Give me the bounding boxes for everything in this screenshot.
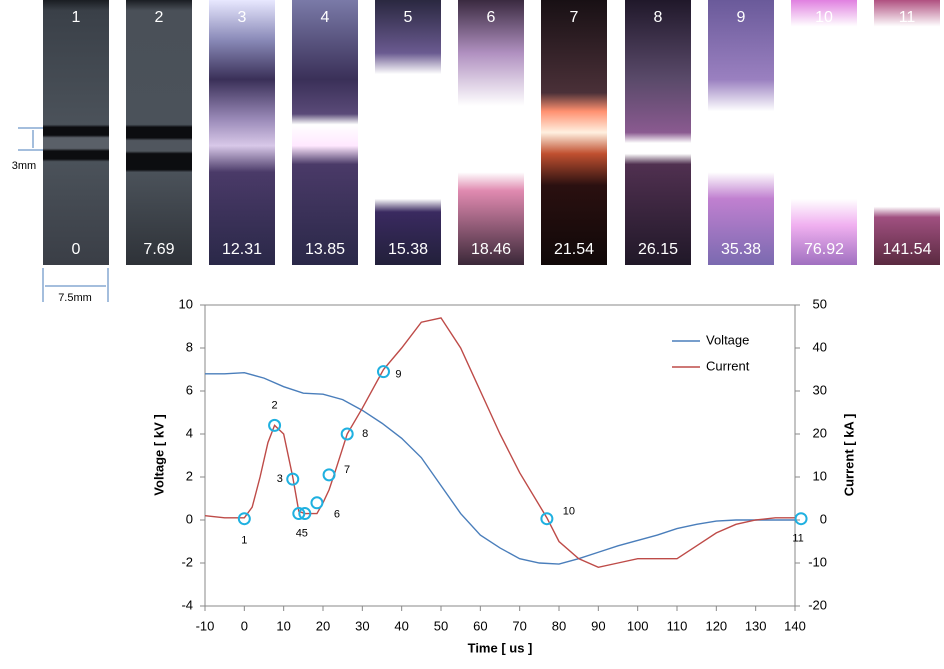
x-tick-label: 80 — [552, 618, 566, 633]
frame-time: 141.54 — [883, 241, 932, 258]
frame-number: 9 — [737, 9, 746, 26]
frame-time: 0 — [72, 241, 81, 258]
y-tick-label: 8 — [186, 339, 193, 354]
frame-image — [458, 0, 524, 265]
x-tick-label: 60 — [473, 618, 487, 633]
frame-time: 15.38 — [388, 241, 428, 258]
legend-label: Current — [706, 358, 750, 373]
frame-time: 7.69 — [143, 241, 174, 258]
y-tick-label: 10 — [179, 296, 193, 311]
x-tick-label: 50 — [434, 618, 448, 633]
y2-tick-label: 0 — [820, 511, 827, 526]
x-tick-label: 20 — [316, 618, 330, 633]
marker-label: 3 — [277, 473, 283, 485]
x-tick-label: 120 — [705, 618, 727, 633]
marker-label: 5 — [302, 527, 308, 539]
frame-marker — [310, 496, 324, 510]
frame-image — [791, 0, 857, 265]
y2-axis-label: Current [ kA ] — [841, 414, 856, 497]
x-tick-label: 0 — [241, 618, 248, 633]
y2-tick-label: 10 — [813, 468, 827, 483]
frame-image — [292, 0, 358, 265]
y2-tick-label: 20 — [813, 425, 827, 440]
frame-image — [375, 0, 441, 265]
marker-label: 10 — [563, 506, 575, 518]
y-tick-label: 4 — [186, 425, 193, 440]
frame-number: 8 — [654, 9, 663, 26]
y2-tick-label: -20 — [808, 597, 827, 612]
y-tick-label: 6 — [186, 382, 193, 397]
marker-label: 6 — [334, 509, 340, 521]
frame-time: 21.54 — [554, 241, 594, 258]
x-tick-label: 110 — [667, 618, 688, 633]
x-tick-label: 140 — [784, 618, 806, 633]
width-label: 7.5mm — [58, 292, 92, 304]
plot-frame — [204, 304, 796, 607]
frame-marker — [322, 468, 336, 482]
frame-time: 26.15 — [638, 241, 678, 258]
frame-time: 35.38 — [721, 241, 761, 258]
gap-label: 3mm — [12, 160, 36, 172]
frame-number: 11 — [899, 9, 916, 26]
frame-image — [874, 0, 940, 265]
frame-image — [126, 0, 192, 265]
y2-tick-label: 40 — [813, 339, 827, 354]
x-tick-label: 70 — [512, 618, 526, 633]
frame-number: 2 — [155, 9, 164, 26]
frame-image — [625, 0, 691, 265]
marker-label: 4 — [296, 527, 302, 539]
frame-number: 5 — [404, 9, 413, 26]
frame-image — [209, 0, 275, 265]
marker-label: 11 — [792, 533, 803, 545]
y-tick-label: -2 — [181, 554, 193, 569]
series-line — [204, 317, 795, 569]
series-line — [205, 372, 795, 565]
frame-marker — [540, 512, 554, 526]
x-axis-label: Time [ us ] — [468, 640, 533, 655]
y-tick-label: 0 — [186, 511, 193, 526]
frame-time: 18.46 — [471, 241, 511, 258]
x-tick-label: 40 — [394, 618, 408, 633]
frame-marker — [340, 427, 354, 441]
frame-marker — [376, 365, 390, 379]
y-tick-label: -4 — [181, 597, 193, 612]
frame-time: 12.31 — [222, 241, 262, 258]
frame-time: 13.85 — [305, 241, 345, 258]
frame-image — [541, 0, 607, 265]
y2-tick-label: -10 — [808, 554, 827, 569]
frame-number: 6 — [487, 9, 496, 26]
x-tick-label: 30 — [355, 618, 369, 633]
frame-marker — [286, 472, 300, 486]
frame-marker — [298, 507, 312, 521]
frame-image — [708, 0, 774, 265]
frame-marker — [237, 512, 251, 526]
marker-label: 8 — [362, 428, 368, 440]
frame-number: 7 — [570, 9, 579, 26]
marker-label: 7 — [344, 464, 350, 476]
frame-number: 1 — [72, 9, 81, 26]
frame-image — [43, 0, 109, 265]
y2-tick-label: 30 — [813, 382, 827, 397]
frame-marker — [292, 507, 306, 521]
x-tick-label: 130 — [745, 618, 767, 633]
y2-tick-label: 50 — [813, 296, 827, 311]
x-tick-label: 10 — [276, 618, 290, 633]
x-tick-label: -10 — [196, 618, 215, 633]
y-tick-label: 2 — [186, 468, 193, 483]
frame-marker — [268, 418, 282, 432]
frame-number: 10 — [815, 9, 833, 26]
y-axis-label: Voltage [ kV ] — [151, 414, 166, 495]
frame-number: 3 — [238, 9, 247, 26]
marker-label: 2 — [272, 399, 278, 411]
legend-label: Voltage — [706, 332, 749, 347]
marker-label: 1 — [241, 535, 247, 547]
marker-label: 9 — [395, 369, 401, 381]
frame-number: 4 — [321, 9, 330, 26]
frame-marker — [794, 512, 808, 526]
x-tick-label: 90 — [591, 618, 605, 633]
frame-time: 76.92 — [804, 241, 844, 258]
x-tick-label: 100 — [627, 618, 649, 633]
